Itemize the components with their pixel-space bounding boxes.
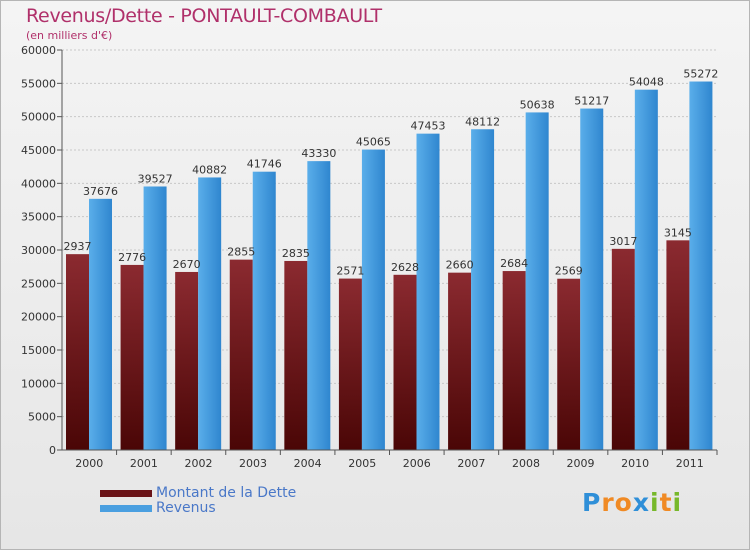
bar-revenue	[580, 108, 604, 450]
bar-revenue	[634, 89, 658, 451]
bar-debt	[175, 271, 199, 450]
data-label-revenue: 45065	[356, 136, 391, 149]
bars-group	[66, 81, 713, 451]
bar-revenue	[689, 81, 713, 451]
data-label-debt: 2937	[64, 240, 92, 253]
x-tick-label: 2009	[567, 457, 595, 470]
y-tick-label: 25000	[21, 277, 56, 290]
x-tick-label: 2008	[512, 457, 540, 470]
legend: Montant de la Dette Revenus	[100, 486, 296, 516]
y-tick-label: 40000	[21, 177, 56, 190]
logo-letter: r	[601, 488, 615, 517]
x-tick-label: 2000	[75, 457, 103, 470]
chart-subtitle: (en milliers d'€)	[26, 29, 113, 42]
proxiti-logo: Proxiti	[582, 488, 682, 517]
logo-letter: t	[659, 488, 673, 517]
axes: 0 5000 10000 15000 20000 25000 30000 35000 40000…	[21, 44, 718, 470]
bar-revenue	[252, 171, 276, 450]
data-label-revenue: 40882	[192, 163, 227, 176]
data-label-revenue: 54048	[629, 76, 664, 89]
bar-debt	[120, 264, 144, 450]
data-label-revenue: 51217	[574, 95, 609, 108]
data-label-debt: 2628	[391, 261, 419, 274]
logo-letter: x	[632, 488, 650, 517]
data-label-revenue: 39527	[138, 172, 173, 185]
y-tick-label: 20000	[21, 311, 56, 324]
data-label-revenue: 55272	[683, 68, 718, 81]
data-label-debt: 2684	[500, 257, 528, 270]
x-tick-label: 2010	[621, 457, 649, 470]
x-tick-label: 2004	[294, 457, 322, 470]
chart-title: Revenus/Dette - PONTAULT-COMBAULT	[26, 5, 382, 27]
data-label-debt: 2660	[446, 259, 474, 272]
data-label-debt: 2569	[555, 265, 583, 278]
x-tick-label: 2002	[184, 457, 212, 470]
data-label-revenue: 43330	[301, 147, 336, 160]
legend-swatch-revenue	[100, 505, 152, 512]
data-label-revenue: 41746	[247, 158, 282, 171]
data-label-debt: 2855	[227, 246, 255, 259]
bar-debt	[557, 278, 581, 450]
y-tick-label: 10000	[21, 377, 56, 390]
bar-debt	[284, 260, 308, 450]
y-tick-label: 45000	[21, 144, 56, 157]
data-label-debt: 2835	[282, 247, 310, 260]
legend-label-revenue: Revenus	[156, 500, 216, 516]
logo-letter: P	[582, 488, 602, 517]
grid-lines	[62, 49, 717, 451]
x-tick-label: 2007	[457, 457, 485, 470]
bar-debt	[393, 274, 417, 450]
y-tick-label: 35000	[21, 211, 56, 224]
bar-revenue	[361, 149, 385, 451]
bar-debt	[502, 271, 526, 450]
legend-swatch-debt	[100, 490, 152, 497]
logo-letter: i	[650, 488, 660, 517]
data-label-revenue: 48112	[465, 115, 500, 128]
x-tick-label: 2001	[130, 457, 158, 470]
logo-letter: o	[614, 488, 633, 517]
y-tick-label: 15000	[21, 344, 56, 357]
x-tick-label: 2011	[676, 457, 704, 470]
legend-item-revenue: Revenus	[100, 501, 296, 516]
bar-debt	[611, 248, 635, 450]
bar-revenue	[143, 186, 167, 450]
bar-revenue	[307, 161, 331, 450]
legend-label-debt: Montant de la Dette	[156, 485, 297, 501]
x-tick-label: 2003	[239, 457, 267, 470]
logo-letter: i	[672, 488, 683, 517]
bar-revenue	[89, 198, 112, 450]
bar-debt	[229, 259, 253, 450]
x-tick-label: 2006	[403, 457, 431, 470]
bar-debt	[66, 254, 89, 450]
legend-item-debt: Montant de la Dette	[100, 486, 296, 501]
bar-revenue	[416, 133, 440, 450]
data-label-debt: 2571	[336, 265, 364, 278]
data-label-debt: 2670	[173, 258, 201, 271]
bar-revenue	[525, 112, 549, 450]
data-label-debt: 3017	[609, 235, 637, 248]
bar-revenue	[198, 177, 222, 450]
data-labels: 2937 37676 2776 39527 2670 40882 2855 41746 2835…	[64, 68, 719, 278]
data-label-debt: 2776	[118, 251, 146, 264]
data-label-revenue: 50638	[520, 98, 555, 111]
x-tick-label: 2005	[348, 457, 376, 470]
y-tick-label: 0	[49, 444, 56, 457]
bar-debt	[666, 240, 690, 450]
bar-revenue	[471, 129, 495, 450]
bar-debt	[448, 272, 472, 450]
bar-debt	[338, 278, 362, 450]
y-tick-label: 30000	[21, 244, 56, 257]
y-tick-label: 50000	[21, 111, 56, 124]
data-label-revenue: 47453	[411, 120, 446, 133]
data-label-revenue: 37676	[83, 185, 118, 198]
y-tick-label: 5000	[28, 411, 56, 424]
y-tick-label: 60000	[21, 44, 56, 57]
y-tick-label: 55000	[21, 77, 56, 90]
data-label-debt: 3145	[664, 226, 692, 239]
